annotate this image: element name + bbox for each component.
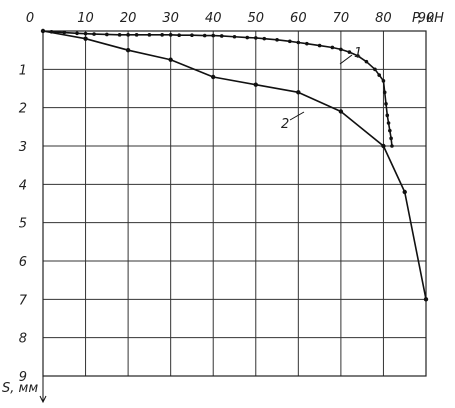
data-point <box>305 41 309 46</box>
data-point <box>262 36 267 41</box>
data-point <box>219 34 224 38</box>
data-point <box>389 136 393 141</box>
data-point <box>177 33 181 38</box>
data-point <box>402 189 407 195</box>
y-tick-label: 5 <box>19 217 27 232</box>
data-point <box>382 90 387 95</box>
series-label-1: 1 <box>354 46 362 61</box>
y-tick-label: 3 <box>19 140 27 155</box>
series-line-1 <box>42 30 393 147</box>
data-point <box>381 79 386 83</box>
data-point <box>147 33 152 37</box>
data-point <box>75 31 79 36</box>
data-point <box>388 128 392 133</box>
data-point <box>377 73 381 77</box>
data-point <box>275 38 279 42</box>
x-tick-label: 30 <box>162 11 179 26</box>
y-tick-label: 1 <box>19 63 27 78</box>
series-line-2 <box>42 30 427 300</box>
x-tick-label: 40 <box>205 11 222 26</box>
x-tick-label: 50 <box>248 11 265 26</box>
plot-border <box>42 30 427 377</box>
y-tick-label: 2 <box>19 102 27 117</box>
x-tick-label: 10 <box>77 11 94 26</box>
y-tick-label: 6 <box>19 255 27 270</box>
data-point <box>386 121 391 125</box>
data-point <box>339 47 343 52</box>
data-point <box>126 33 130 37</box>
data-point <box>245 35 250 40</box>
series-leader-1 <box>339 54 353 65</box>
data-point <box>168 57 173 62</box>
y-tick-label: 8 <box>19 332 27 347</box>
data-point <box>253 82 258 87</box>
data-point <box>202 33 207 38</box>
x-axis-label: P, кН <box>412 11 444 26</box>
data-point <box>134 33 139 37</box>
data-point <box>296 40 301 45</box>
data-point <box>288 39 292 44</box>
data-point <box>347 50 352 54</box>
y-axis-label: S, мм <box>2 381 38 396</box>
data-point <box>211 33 216 38</box>
data-point <box>373 67 377 72</box>
data-point <box>364 59 369 64</box>
data-point <box>381 143 386 149</box>
x-tick-label: 80 <box>375 11 392 26</box>
data-point <box>105 32 109 37</box>
grid <box>42 30 427 377</box>
curve-labels: 12 <box>281 46 362 132</box>
data-point <box>62 30 67 35</box>
series-label-2: 2 <box>281 117 289 132</box>
y-axis-arrow-head <box>39 395 47 404</box>
data-point <box>296 90 301 95</box>
data-point <box>160 33 164 37</box>
y-tick-label: 7 <box>19 293 28 308</box>
x-tick-label: 70 <box>333 11 350 26</box>
data-point <box>384 102 388 106</box>
series-leader-2 <box>289 111 305 121</box>
x-tick-label: 20 <box>120 11 137 26</box>
data-point <box>423 297 429 302</box>
data-point <box>92 32 96 36</box>
data-point <box>317 43 322 48</box>
data-point <box>338 109 344 114</box>
data-point <box>211 74 216 80</box>
x-tick-label: 90 <box>418 11 435 26</box>
data-point <box>330 45 335 50</box>
data-point <box>190 33 194 38</box>
data-point <box>253 36 258 40</box>
data-point <box>390 144 394 148</box>
series <box>40 28 429 302</box>
data-point <box>385 113 390 118</box>
data-point <box>232 34 237 39</box>
y-tick-label: 9 <box>19 370 27 385</box>
data-point <box>356 54 360 58</box>
data-point <box>83 31 88 36</box>
x-tick-label: 0 <box>26 11 34 26</box>
data-point <box>168 33 173 37</box>
data-point <box>40 28 46 34</box>
y-tick-label: 4 <box>19 178 27 193</box>
data-point <box>83 36 88 41</box>
x-tick-label: 60 <box>290 11 307 26</box>
data-point <box>125 47 131 53</box>
data-point <box>117 33 122 37</box>
